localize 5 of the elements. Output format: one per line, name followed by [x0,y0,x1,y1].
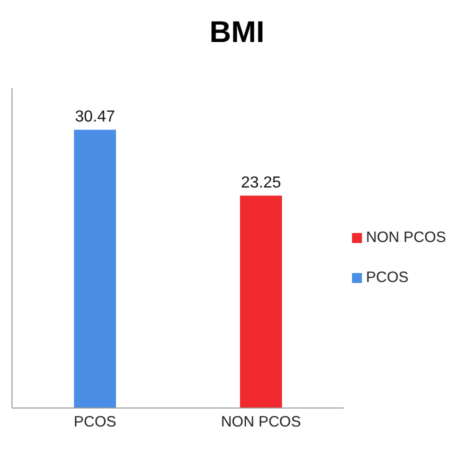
legend-label: PCOS [366,269,408,286]
data-label: 23.25 [240,174,282,192]
chart-title: BMI [208,15,266,51]
data-label: 30.47 [74,108,116,126]
legend-label: NON PCOS [366,229,446,246]
